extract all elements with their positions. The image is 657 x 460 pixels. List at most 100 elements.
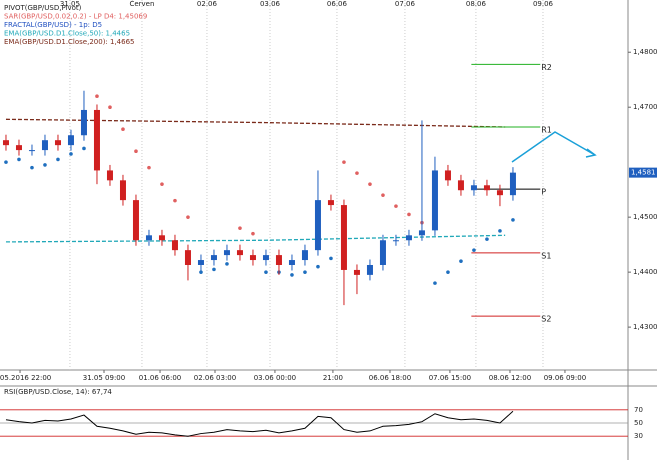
candle-body xyxy=(158,235,165,241)
sar-dot xyxy=(472,248,476,252)
pivot-label: R2 xyxy=(541,63,552,72)
candle-body xyxy=(314,200,321,251)
legend-entry: EMA(GBP/USD.D1.Close,50): 1,4465 xyxy=(4,30,130,38)
candle-body xyxy=(288,260,295,265)
sar-dot xyxy=(134,149,138,153)
top-tick-label: 02.06 xyxy=(197,0,218,8)
sar-dot xyxy=(95,94,99,99)
candle-body xyxy=(171,240,178,251)
candle-body xyxy=(54,140,61,146)
pivot-label: P xyxy=(541,188,546,197)
rsi-line xyxy=(5,410,514,437)
sar-dot xyxy=(511,218,515,222)
sar-dot xyxy=(394,204,398,208)
candle-body xyxy=(210,255,217,261)
candle-body xyxy=(67,135,74,146)
y-tick-label: 1,4800 xyxy=(633,48,657,56)
sar-dot xyxy=(355,171,359,175)
sar-dot xyxy=(498,229,502,233)
last-price-label: 1,4581 xyxy=(631,169,656,177)
sar-dot xyxy=(238,226,242,230)
rsi-tick-label: 30 xyxy=(634,432,643,440)
sar-dot xyxy=(316,264,320,269)
sar-dot xyxy=(381,193,385,197)
forecast-arrow xyxy=(511,131,596,163)
sar-dot xyxy=(407,212,411,217)
y-tick-label: 1,4300 xyxy=(633,323,657,331)
sar-dot xyxy=(69,152,73,156)
sar-dot xyxy=(4,160,8,164)
candle-body xyxy=(496,190,503,196)
y-tick-label: 1,4400 xyxy=(633,268,657,276)
candle-body xyxy=(80,109,87,136)
top-tick-label: 31.05 xyxy=(60,0,80,8)
candle-body xyxy=(41,140,48,151)
sar-dot xyxy=(342,160,346,164)
candle-body xyxy=(431,170,438,231)
sar-dot xyxy=(290,273,294,277)
candle-body xyxy=(353,269,360,275)
sar-dot xyxy=(17,157,21,162)
x-tick-label: 08.06 12:00 xyxy=(489,374,531,382)
pivot-label: R1 xyxy=(541,125,552,134)
sar-dot xyxy=(303,270,307,274)
candle-body xyxy=(444,170,451,181)
candle-body xyxy=(405,235,412,241)
candle-body xyxy=(340,205,347,270)
top-tick-label: 06.06 xyxy=(327,0,348,8)
sar-dot xyxy=(160,182,164,186)
top-tick-label: Červen xyxy=(129,0,154,8)
candle-body xyxy=(106,170,113,181)
sar-dot xyxy=(485,237,489,241)
ema-line xyxy=(5,118,506,128)
legend-entry: EMA(GBP/USD.D1.Close,200): 1,4665 xyxy=(4,38,135,46)
rsi-tick-label: 50 xyxy=(634,419,643,427)
candle-body xyxy=(132,200,139,241)
candle-body xyxy=(327,200,334,206)
pivot-label: S1 xyxy=(541,251,551,260)
x-tick-label: 01.06 06:00 xyxy=(139,374,181,382)
top-tick-label: 09.06 xyxy=(533,0,554,8)
ema-line xyxy=(5,234,506,243)
candle-body xyxy=(197,260,204,265)
sar-dot xyxy=(459,259,463,263)
sar-dot xyxy=(30,165,34,170)
candle-body xyxy=(15,145,22,151)
sar-dot xyxy=(56,157,60,162)
sar-dot xyxy=(43,163,47,167)
sar-dot xyxy=(433,281,437,285)
rsi-tick-label: 70 xyxy=(634,406,643,414)
candle-body xyxy=(509,172,516,196)
sar-dot xyxy=(225,262,229,266)
candle-body xyxy=(392,240,399,242)
x-tick-label: 06.06 18:00 xyxy=(369,374,411,382)
candle-body xyxy=(483,185,490,191)
candle-body xyxy=(223,250,230,256)
x-tick-label: 02.06 03:00 xyxy=(194,374,236,382)
candle-body xyxy=(457,180,464,191)
sar-dot xyxy=(147,165,151,170)
legend-entry: PIVOT(GBP/USD,Pivot) xyxy=(4,4,82,12)
pivot-label: S2 xyxy=(541,315,551,324)
candle-body xyxy=(119,180,126,201)
sar-dot xyxy=(121,127,125,131)
candle-body xyxy=(145,235,152,241)
forecast-arrow-head xyxy=(585,148,597,158)
candle-body xyxy=(275,255,282,265)
sar-dot xyxy=(82,146,86,151)
candle-body xyxy=(184,250,191,265)
x-tick-label: 09.06 09:00 xyxy=(544,374,586,382)
x-tick-label: 21:00 xyxy=(323,374,343,382)
x-tick-label: 27.05.2016 22:00 xyxy=(0,374,51,382)
sar-dot xyxy=(186,215,190,219)
candle-body xyxy=(249,255,256,261)
sar-dot xyxy=(446,270,450,274)
x-tick-label: 03.06 00:00 xyxy=(254,374,296,382)
candle-body xyxy=(2,140,9,146)
sar-dot xyxy=(199,270,203,274)
sar-dot xyxy=(329,256,333,261)
candle-body xyxy=(236,250,243,256)
sar-dot xyxy=(173,198,177,203)
